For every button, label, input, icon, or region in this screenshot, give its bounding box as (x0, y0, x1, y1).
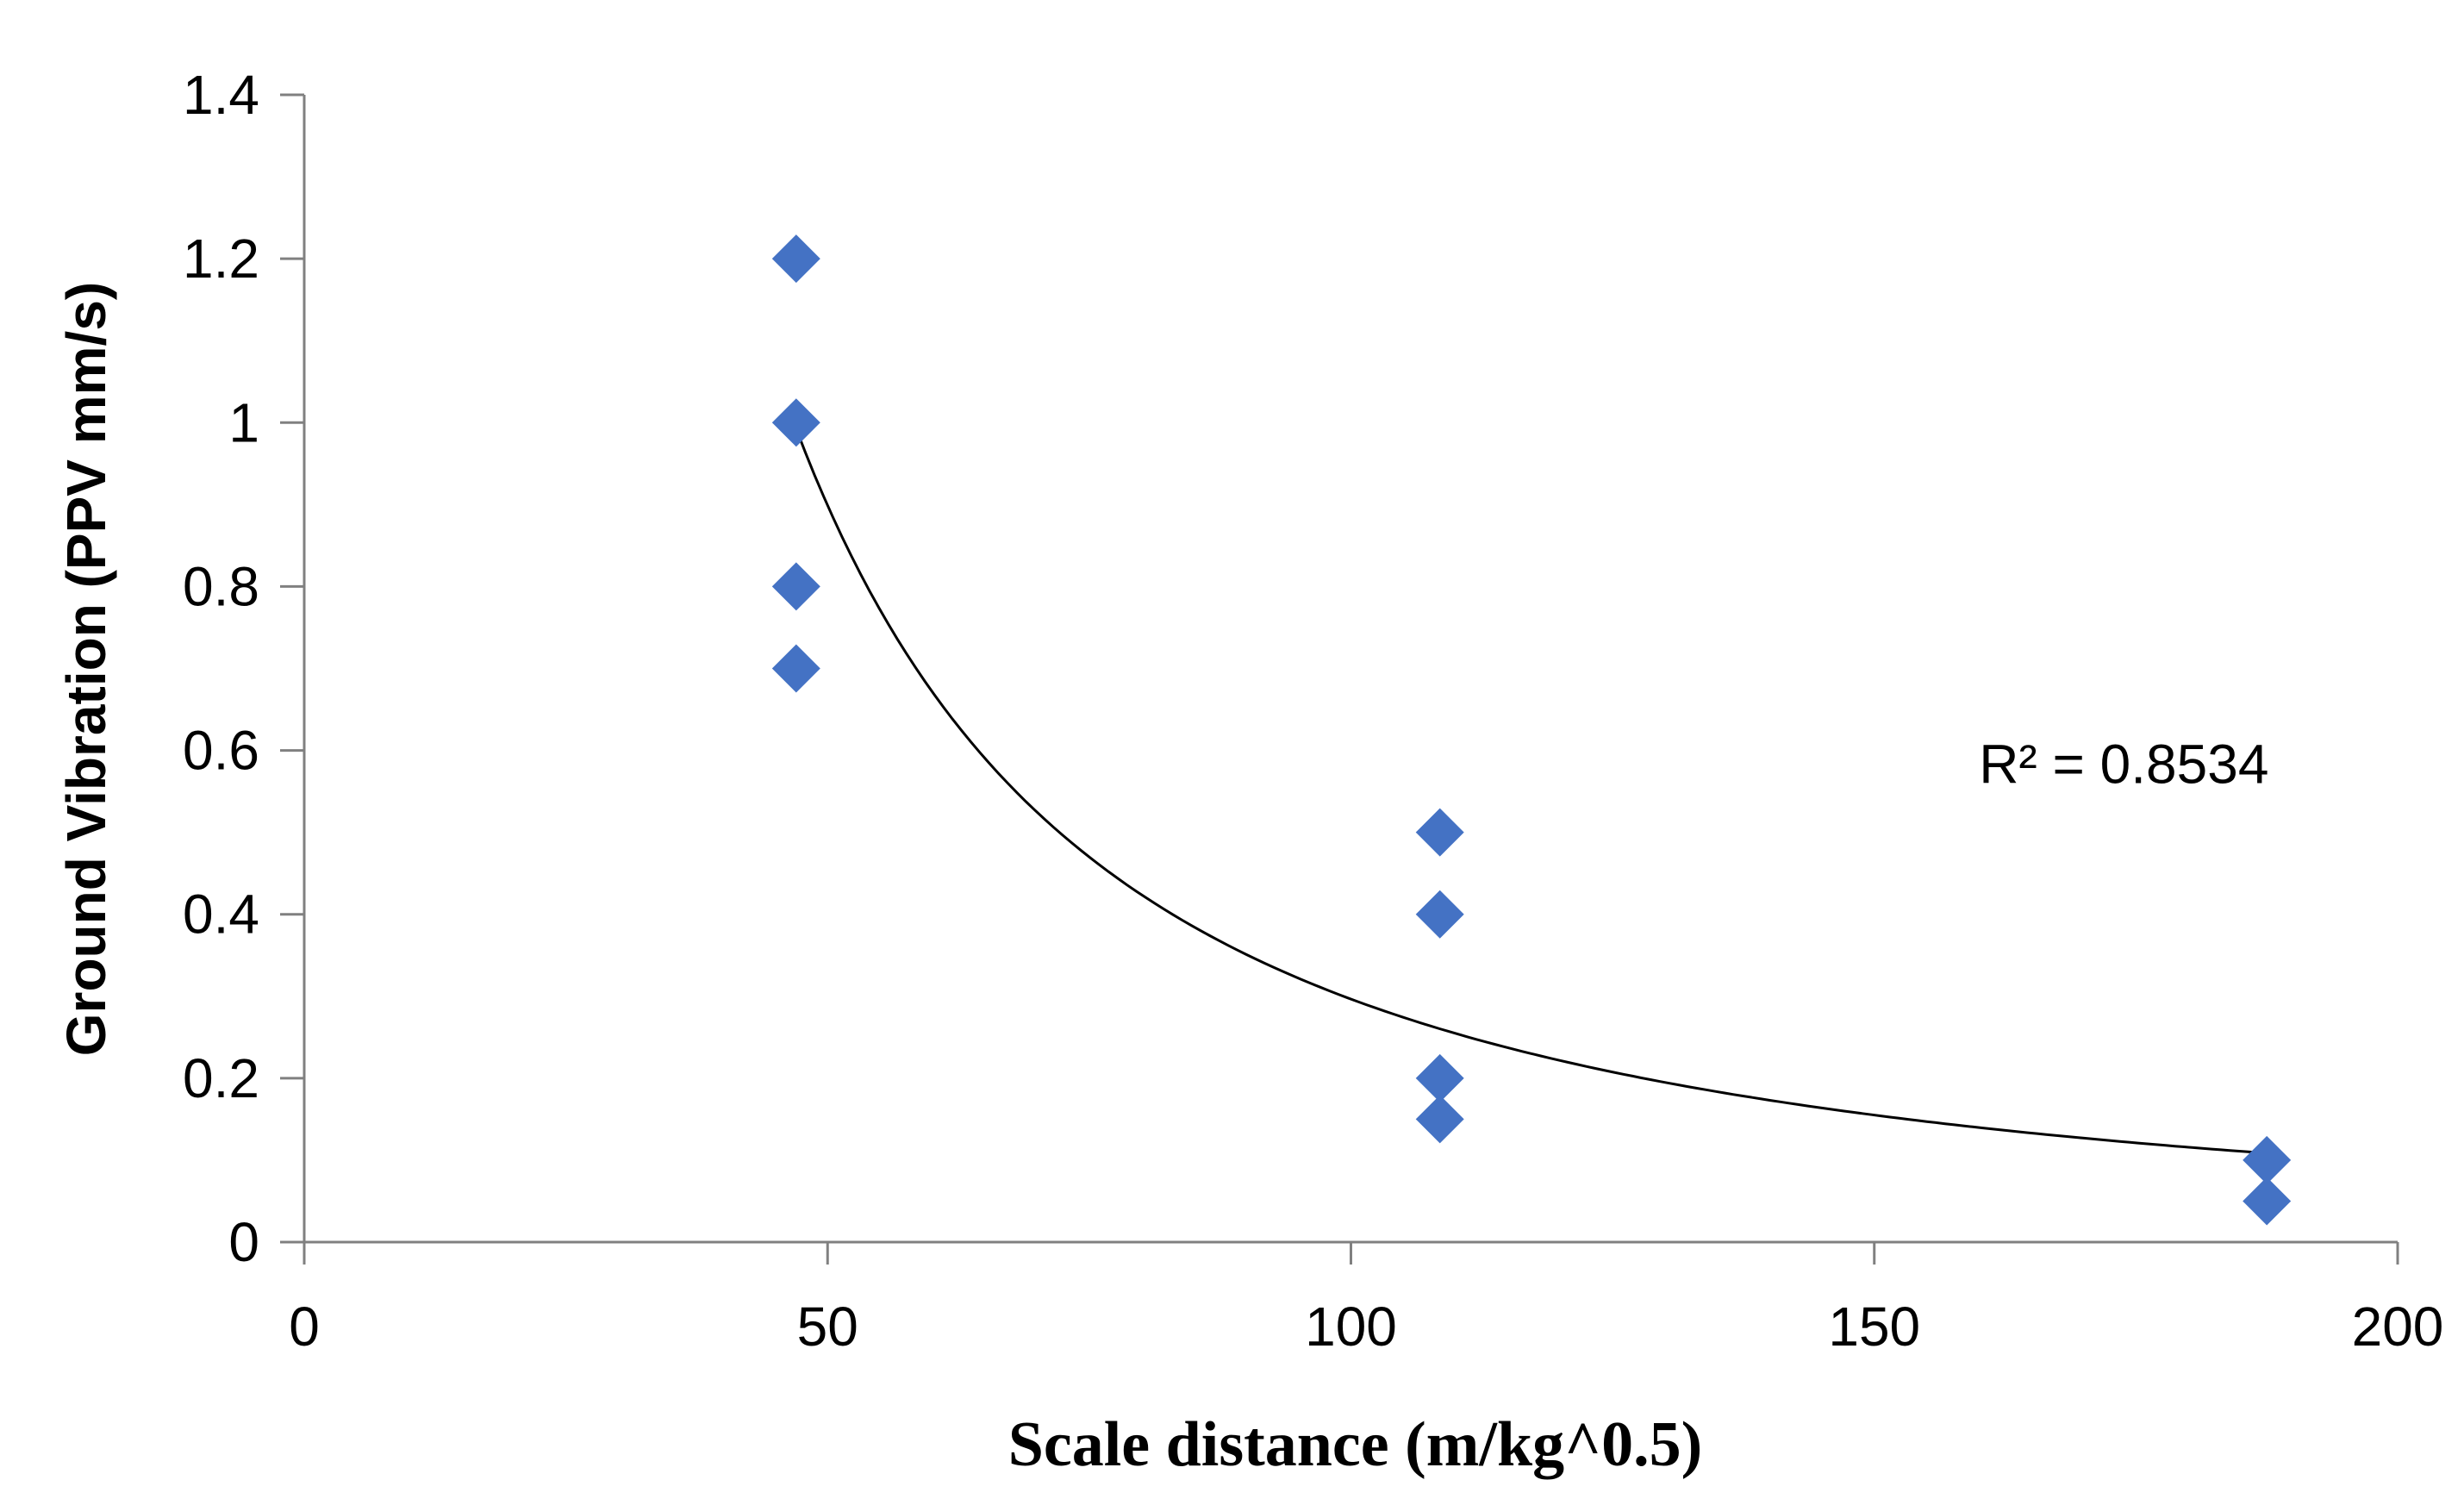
trendline (795, 428, 2268, 1155)
x-tick-label: 0 (289, 1296, 320, 1358)
y-axis-label: Ground Vibration (PPV mm/s) (55, 282, 117, 1056)
data-point (2243, 1135, 2292, 1184)
y-tick-label: 1 (228, 391, 259, 453)
y-tick-label: 0.6 (183, 720, 259, 782)
data-point (771, 562, 820, 611)
data-point (1415, 1053, 1464, 1102)
x-tick-label: 200 (2352, 1296, 2444, 1358)
y-ticks: 0 0.2 0.4 0.6 0.8 1 1.2 1.4 (183, 64, 304, 1273)
x-axis-label: Scale distance (m/kg^0.5) (1008, 1409, 1703, 1480)
data-point (1415, 890, 1464, 939)
data-point (771, 234, 820, 284)
x-ticks: 0 50 100 150 200 (289, 1242, 2443, 1358)
y-tick-label: 0 (228, 1211, 259, 1273)
x-tick-label: 100 (1305, 1296, 1397, 1358)
x-tick-label: 50 (797, 1296, 858, 1358)
y-tick-label: 0.4 (183, 884, 259, 946)
x-tick-label: 150 (1828, 1296, 1920, 1358)
data-point (771, 644, 820, 693)
data-point (1415, 1095, 1464, 1144)
r-squared-label: R² = 0.8534 (1979, 734, 2268, 796)
y-tick-label: 1.4 (183, 64, 259, 126)
y-tick-label: 0.8 (183, 555, 259, 617)
annotations: R² = 0.8534 (1979, 734, 2268, 796)
data-points (771, 234, 2292, 1226)
trendline-group (795, 428, 2268, 1155)
axes (303, 95, 2398, 1244)
data-point (1415, 808, 1464, 857)
data-point (771, 398, 820, 447)
y-tick-label: 1.2 (183, 228, 259, 290)
data-point (2243, 1177, 2292, 1226)
y-tick-label: 0.2 (183, 1047, 259, 1109)
